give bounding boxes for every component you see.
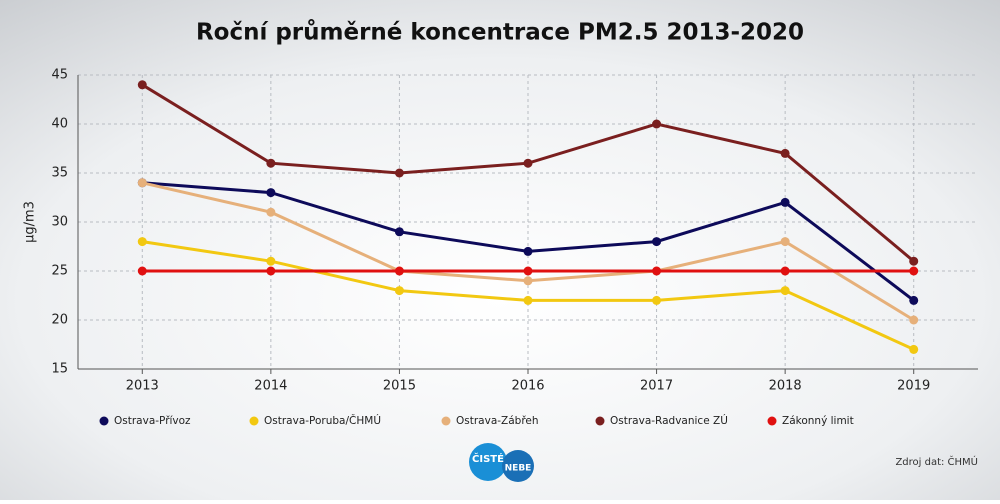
- data-point: [137, 178, 147, 188]
- logo: ČISTÉ NEBE: [469, 443, 534, 482]
- legend-label: Ostrava-Zábřeh: [456, 415, 539, 427]
- logo-circle: [502, 450, 534, 482]
- data-point: [137, 266, 147, 276]
- logo-text: NEBE: [505, 464, 532, 474]
- data-point: [909, 344, 919, 354]
- logo-circle: [469, 443, 507, 481]
- x-tick-label: 2016: [511, 379, 544, 394]
- data-point: [394, 227, 404, 237]
- x-tick-label: 2017: [640, 379, 673, 394]
- legend-marker: [767, 416, 777, 426]
- data-point: [652, 295, 662, 305]
- data-point: [266, 266, 276, 276]
- data-point: [394, 168, 404, 178]
- data-point: [523, 158, 533, 168]
- x-tick-label: 2018: [769, 379, 802, 394]
- y-tick-label: 20: [51, 313, 68, 328]
- data-point: [909, 295, 919, 305]
- data-point: [909, 256, 919, 266]
- legend-marker: [249, 416, 259, 426]
- legend-label: Ostrava-Poruba/ČHMÚ: [264, 414, 381, 427]
- data-point: [394, 266, 404, 276]
- data-point: [266, 256, 276, 266]
- data-point: [523, 266, 533, 276]
- logo-text: ČISTÉ: [472, 452, 504, 465]
- legend-label: Ostrava-Radvanice ZÚ: [610, 414, 728, 427]
- x-tick-label: 2013: [126, 379, 159, 394]
- legend-marker: [441, 416, 451, 426]
- data-point: [266, 188, 276, 198]
- data-point: [266, 158, 276, 168]
- y-tick-label: 25: [51, 264, 68, 279]
- y-tick-label: 30: [51, 215, 68, 230]
- y-tick-label: 35: [51, 166, 68, 181]
- legend-marker: [595, 416, 605, 426]
- data-point: [266, 207, 276, 217]
- x-tick-label: 2019: [897, 379, 930, 394]
- legend-label: Ostrava-Přívoz: [114, 415, 191, 427]
- y-tick-label: 15: [51, 362, 68, 377]
- y-tick-label: 40: [51, 117, 68, 132]
- data-point: [652, 119, 662, 129]
- data-point: [523, 276, 533, 286]
- legend-marker: [99, 416, 109, 426]
- y-tick-label: 45: [51, 68, 68, 83]
- data-point: [909, 315, 919, 325]
- data-point: [137, 237, 147, 247]
- data-point: [780, 148, 790, 158]
- data-point: [523, 246, 533, 256]
- chart-title: Roční průměrné koncentrace PM2.5 2013-20…: [196, 19, 804, 46]
- data-point: [652, 237, 662, 247]
- data-point: [780, 286, 790, 296]
- legend-label: Zákonný limit: [782, 415, 854, 427]
- data-point: [137, 80, 147, 90]
- data-point: [780, 197, 790, 207]
- data-point: [523, 295, 533, 305]
- data-point: [780, 237, 790, 247]
- x-tick-label: 2014: [254, 379, 287, 394]
- data-point: [394, 286, 404, 296]
- y-axis-label: µg/m3: [23, 201, 38, 243]
- source: Zdroj dat: ČHMÚ: [895, 455, 978, 468]
- data-point: [780, 266, 790, 276]
- data-point: [909, 266, 919, 276]
- x-tick-label: 2015: [383, 379, 416, 394]
- data-point: [652, 266, 662, 276]
